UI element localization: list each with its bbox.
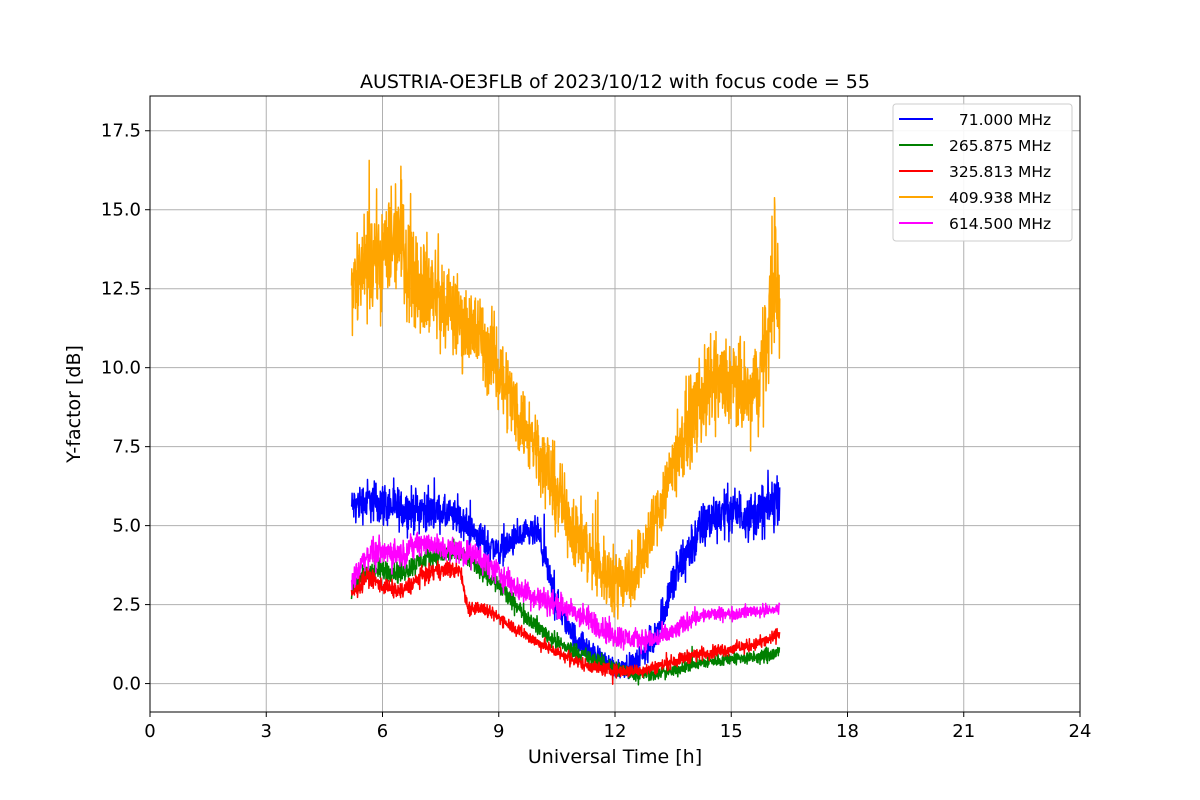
- x-tick-label: 9: [493, 721, 504, 742]
- series-line: [350, 538, 781, 686]
- x-tick-label: 12: [604, 721, 627, 742]
- x-tick-label: 21: [952, 721, 975, 742]
- x-axis-label: Universal Time [h]: [528, 746, 702, 768]
- x-tick-label: 0: [144, 721, 155, 742]
- legend-box: [892, 103, 1073, 242]
- y-tick-label: 17.5: [101, 121, 141, 142]
- series-line: [350, 560, 781, 685]
- x-tick-label: 18: [836, 721, 859, 742]
- y-tick-label: 7.5: [112, 437, 141, 458]
- x-tick-label: 6: [377, 721, 388, 742]
- y-tick-label: 15.0: [101, 200, 141, 221]
- y-tick-label: 10.0: [101, 358, 141, 379]
- legend-label: 325.813 MHz: [949, 163, 1051, 181]
- series-line: [350, 159, 781, 620]
- ticks: 0 3 6 9 12 15 18 21 24 0.0 2.5 5.0 7.5 10.0 12.5 15.0 17…: [101, 121, 1092, 742]
- x-tick-label: 15: [720, 721, 743, 742]
- legend: 71.000 MHz 265.875 MHz 325.813 MHz 409.938 …: [892, 103, 1073, 242]
- x-tick-label: 3: [261, 721, 272, 742]
- y-tick-label: 0.0: [112, 674, 141, 695]
- series-line: [350, 469, 781, 680]
- legend-label: 614.500 MHz: [949, 215, 1051, 233]
- legend-label: 71.000 MHz: [949, 111, 1051, 129]
- y-tick-label: 2.5: [112, 595, 141, 616]
- y-tick-label: 5.0: [112, 516, 141, 537]
- chart-title: AUSTRIA-OE3FLB of 2023/10/12 with focus …: [360, 71, 870, 93]
- legend-label: 265.875 MHz: [949, 137, 1051, 155]
- y-tick-label: 12.5: [101, 279, 141, 300]
- series-line: [350, 531, 781, 655]
- legend-label: 409.938 MHz: [949, 189, 1051, 207]
- x-tick-label: 24: [1069, 721, 1092, 742]
- y-axis-label: Y-factor [dB]: [63, 345, 85, 464]
- plot-area: [350, 159, 781, 686]
